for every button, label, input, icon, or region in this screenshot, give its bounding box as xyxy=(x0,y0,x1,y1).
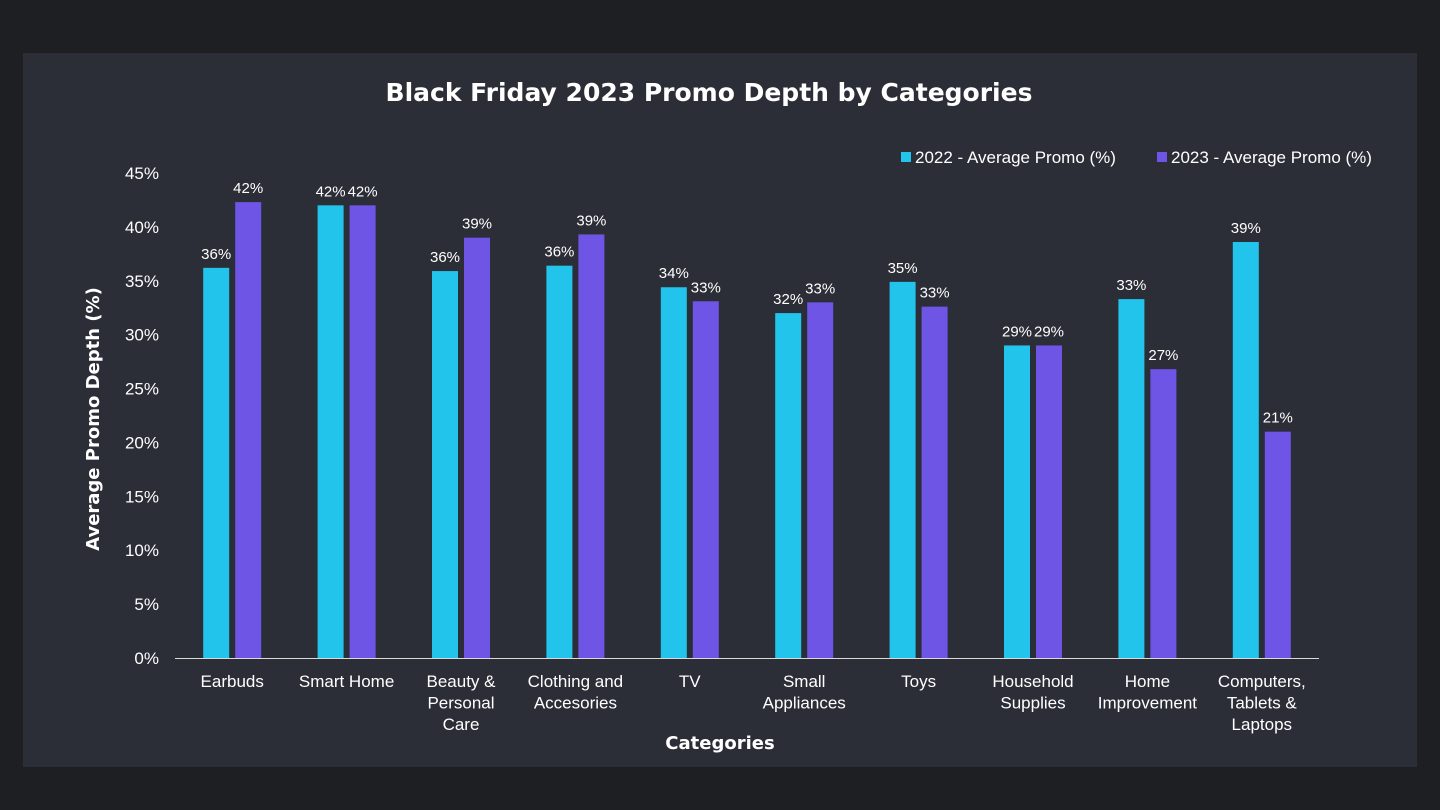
bar-chart: Black Friday 2023 Promo Depth by Categor… xyxy=(83,78,1372,754)
x-tick-label: Tablets & xyxy=(1227,694,1298,713)
data-label: 27% xyxy=(1148,347,1178,364)
x-tick-label: Smart Home xyxy=(299,672,394,691)
x-tick-label: Clothing and xyxy=(528,672,623,691)
legend-swatch xyxy=(1157,152,1167,162)
bar-2022 xyxy=(1232,241,1259,658)
bar-2022 xyxy=(1118,299,1145,658)
bar-2022 xyxy=(203,267,230,658)
y-tick-label: 40% xyxy=(125,218,159,237)
data-label: 36% xyxy=(544,244,574,261)
data-label: 39% xyxy=(1231,220,1261,237)
bar-2022 xyxy=(889,281,916,658)
y-axis: 0% 5% 10% 15% 20% 25% 30% 35% 40% 45% xyxy=(125,164,159,668)
bar-2022 xyxy=(775,313,802,658)
data-label: 42% xyxy=(348,183,378,200)
x-tick-label: Care xyxy=(443,715,480,734)
bar-2023 xyxy=(1264,431,1291,658)
data-label: 33% xyxy=(920,285,950,302)
data-label: 21% xyxy=(1263,410,1293,427)
bar-2022 xyxy=(546,265,573,658)
data-label: 39% xyxy=(462,216,492,233)
x-axis-title: Categories xyxy=(665,733,774,754)
bar-2023 xyxy=(578,234,605,658)
bars xyxy=(203,202,1291,659)
x-tick-label: Home xyxy=(1125,672,1170,691)
legend-entry[interactable]: 2022 - Average Promo (%) xyxy=(915,148,1116,167)
x-tick-label: Improvement xyxy=(1098,694,1197,713)
data-label: 32% xyxy=(773,291,803,308)
y-tick-label: 45% xyxy=(125,164,159,183)
chart-title: Black Friday 2023 Promo Depth by Categor… xyxy=(386,78,1033,107)
x-tick-label: Laptops xyxy=(1232,715,1293,734)
data-label: 35% xyxy=(888,260,918,277)
y-tick-label: 5% xyxy=(134,595,159,614)
bar-2023 xyxy=(235,202,262,658)
chart-panel: Black Friday 2023 Promo Depth by Categor… xyxy=(23,53,1417,767)
data-label: 42% xyxy=(233,180,263,197)
bar-2023 xyxy=(464,237,490,658)
y-axis-title: Average Promo Depth (%) xyxy=(83,287,104,551)
bar-2023 xyxy=(807,302,834,658)
data-label: 33% xyxy=(805,280,835,297)
bar-2022 xyxy=(317,205,344,659)
bar-2023 xyxy=(349,205,376,659)
data-label: 36% xyxy=(201,246,231,263)
legend[interactable]: 2022 - Average Promo (%) 2023 - Average P… xyxy=(901,148,1372,167)
x-tick-label: Supplies xyxy=(1000,694,1065,713)
x-tick-label: Beauty & xyxy=(427,672,497,691)
y-tick-label: 15% xyxy=(125,487,159,506)
data-label: 29% xyxy=(1034,323,1064,340)
y-tick-label: 10% xyxy=(125,541,159,560)
bar-2023 xyxy=(1150,369,1177,658)
bar-2022 xyxy=(1004,345,1030,658)
legend-swatch xyxy=(901,152,911,162)
x-tick-label: Earbuds xyxy=(201,672,264,691)
data-label: 39% xyxy=(576,212,606,229)
data-labels: 36%42% 42% 42%36%39%36%39%34%33%32%33%35%3… xyxy=(201,180,1293,427)
x-tick-label: Household xyxy=(992,672,1073,691)
bar-2023 xyxy=(692,301,719,658)
y-tick-label: 30% xyxy=(125,326,159,345)
y-tick-label: 0% xyxy=(134,649,159,668)
bar-2022 xyxy=(660,287,687,658)
x-axis: Earbuds Smart Home Beauty & Personal Care Clo… xyxy=(175,658,1319,734)
x-tick-label: Toys xyxy=(901,672,936,691)
x-tick-label: Accesories xyxy=(534,694,617,713)
data-label: 29% xyxy=(1002,323,1032,340)
data-label: 42% xyxy=(316,183,346,200)
x-tick-label: Personal xyxy=(427,694,494,713)
x-tick-label: TV xyxy=(679,672,701,691)
bar-2023 xyxy=(921,306,948,658)
x-tick-label: Computers, xyxy=(1218,672,1306,691)
y-tick-label: 20% xyxy=(125,433,159,452)
bar-2022 xyxy=(432,271,458,658)
x-tick-label: Small xyxy=(783,672,826,691)
data-label: 34% xyxy=(659,265,689,282)
data-label: 36% xyxy=(430,249,460,266)
y-tick-label: 25% xyxy=(125,380,159,399)
y-tick-label: 35% xyxy=(125,272,159,291)
x-tick-label: Appliances xyxy=(763,694,846,713)
data-label: 33% xyxy=(1116,277,1146,294)
data-label: 33% xyxy=(691,279,721,296)
bar-2023 xyxy=(1036,345,1062,658)
legend-entry[interactable]: 2023 - Average Promo (%) xyxy=(1171,148,1372,167)
